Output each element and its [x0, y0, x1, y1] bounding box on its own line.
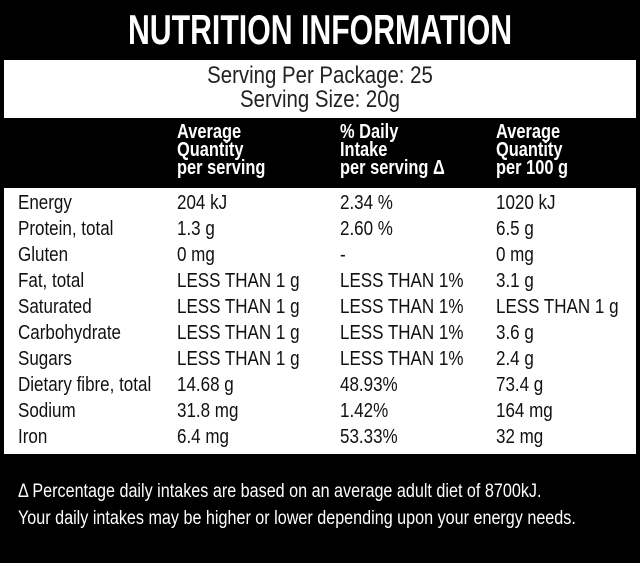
column-header: Quantity	[496, 139, 563, 161]
nutrient-value: 1.3 g	[177, 218, 215, 240]
nutrient-value: LESS THAN 1%	[340, 270, 464, 292]
column-header: Quantity	[177, 139, 244, 161]
column-header: % Daily	[340, 121, 399, 143]
nutrient-value: 0 mg	[496, 244, 534, 266]
nutrient-value: 3.1 g	[496, 270, 534, 292]
nutrient-value: 14.68 g	[177, 374, 234, 396]
nutrient-value: LESS THAN 1 g	[177, 270, 300, 292]
nutrient-value: 1020 kJ	[496, 192, 556, 214]
nutrient-value: 73.4 g	[496, 374, 544, 396]
column-header: per 100 g	[496, 157, 569, 179]
nutrient-value: -	[340, 244, 346, 266]
column-header: Average	[177, 121, 242, 143]
nutrient-name: Carbohydrate	[18, 322, 122, 344]
nutrient-name: Dietary fibre, total	[18, 374, 152, 396]
title: NUTRITION INFORMATION	[127, 6, 513, 53]
nutrient-value: LESS THAN 1%	[340, 348, 464, 370]
serving-line: Serving Size: 20g	[240, 86, 400, 113]
nutrient-value: 164 mg	[496, 400, 553, 422]
nutrient-value: LESS THAN 1 g	[496, 296, 619, 318]
table-box: Energy 204 kJ 2.34 % 1020 kJ Protein, total 1…	[4, 188, 636, 454]
nutrient-value: LESS THAN 1%	[340, 296, 464, 318]
nutrient-value: 2.34 %	[340, 192, 393, 214]
nutrient-value: 31.8 mg	[177, 400, 239, 422]
column-header: per serving Δ	[340, 157, 445, 179]
serving-line: Serving Per Package: 25	[207, 62, 433, 89]
nutrient-name: Saturated	[18, 296, 92, 318]
column-header: Intake	[340, 139, 388, 161]
nutrient-value: 6.4 mg	[177, 426, 229, 448]
nutrient-name: Energy	[18, 192, 72, 214]
nutrient-name: Sodium	[18, 400, 76, 422]
footnote: Your daily intakes may be higher or lowe…	[18, 508, 576, 529]
nutrient-value: 3.6 g	[496, 322, 534, 344]
nutrient-value: 53.33%	[340, 426, 398, 448]
nutrient-value: 204 kJ	[177, 192, 228, 214]
nutrient-value: LESS THAN 1%	[340, 322, 464, 344]
nutrient-name: Fat, total	[18, 270, 85, 292]
nutrient-name: Gluten	[18, 244, 69, 266]
nutrient-value: 2.60 %	[340, 218, 393, 240]
nutrient-value: LESS THAN 1 g	[177, 348, 300, 370]
nutrient-value: 2.4 g	[496, 348, 534, 370]
column-header: per serving	[177, 157, 266, 179]
nutrient-name: Protein, total	[18, 218, 114, 240]
nutrient-value: 48.93%	[340, 374, 398, 396]
column-header: Average	[496, 121, 561, 143]
nutrient-name: Sugars	[18, 348, 72, 370]
footnote: Δ Percentage daily intakes are based on …	[18, 481, 542, 502]
nutrient-value: 1.42%	[340, 400, 389, 422]
nutrient-value: 32 mg	[496, 426, 544, 448]
nutrient-value: LESS THAN 1 g	[177, 296, 300, 318]
nutrient-name: Iron	[18, 426, 48, 448]
nutrient-value: LESS THAN 1 g	[177, 322, 300, 344]
nutrient-value: 0 mg	[177, 244, 215, 266]
nutrient-value: 6.5 g	[496, 218, 534, 240]
serving-box: Serving Per Package: 25 Serving Size: 20g	[4, 60, 636, 118]
